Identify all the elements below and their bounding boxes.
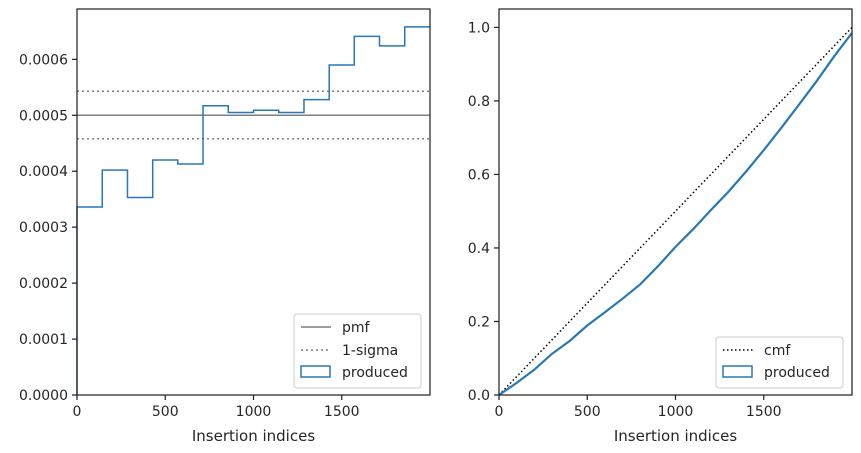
legend-label-pmf: pmf	[342, 320, 371, 336]
cmf-x-tick-label: 0	[495, 404, 504, 420]
pmf-x-tick-label: 1500	[324, 404, 360, 420]
pmf-legend-box	[293, 313, 422, 389]
cmf-x-ticks: 0 500 1000 1500	[495, 395, 782, 420]
legend-label-produced-right: produced	[764, 365, 830, 381]
pmf-y-tick-label: 0.0002	[19, 276, 68, 292]
pmf-legend: pmf 1-sigma produced	[293, 313, 422, 389]
produced-cumulative-series	[498, 32, 853, 396]
pmf-panel: 0 500 1000 1500 0.00000.00010.00020.00030.0…	[19, 8, 431, 445]
cmf-panel: 0 500 1000 1500 0.0 0.2 0.4 0.6 0.8 1.0 Insertio…	[468, 8, 853, 445]
cmf-y-tick-label: 0.0	[468, 388, 490, 404]
cmf-line	[498, 26, 853, 396]
cmf-legend: cmf produced	[715, 336, 844, 389]
pmf-y-tick-label: 0.0004	[19, 164, 68, 180]
legend-label-1-sigma: 1-sigma	[342, 343, 398, 359]
cmf-y-tick-label: 0.4	[468, 241, 490, 257]
pmf-x-ticks: 0 500 1000 1500	[73, 395, 360, 420]
pmf-x-axis-label: Insertion indices	[192, 427, 315, 445]
pmf-y-tick-label: 0.0006	[19, 52, 68, 68]
legend-swatch-produced-left	[300, 365, 331, 378]
legend-label-produced-left: produced	[342, 365, 408, 381]
cmf-plot-area	[498, 26, 853, 396]
pmf-y-tick-label: 0.0001	[19, 332, 68, 348]
cmf-y-tick-label: 0.6	[468, 167, 490, 183]
legend-swatch-produced-right	[722, 365, 753, 378]
cmf-y-tick-label: 1.0	[468, 20, 490, 36]
pmf-y-tick-label: 0.0003	[19, 220, 68, 236]
pmf-y-ticks: 0.0000 0.0001 0.0002 0.0003 0.0004 0.0005 0.00…	[19, 52, 77, 404]
pmf-plot-area	[76, 26, 430, 395]
cmf-y-ticks: 0.0 0.2 0.4 0.6 0.8 1.0	[468, 20, 499, 404]
legend-label-cmf: cmf	[764, 343, 791, 359]
cmf-y-tick-label: 0.2	[468, 314, 490, 330]
pmf-x-tick-label: 500	[152, 404, 179, 420]
cmf-x-tick-label: 500	[574, 404, 601, 420]
pmf-x-tick-label: 0	[73, 404, 82, 420]
pmf-x-tick-label: 1000	[236, 404, 272, 420]
cmf-x-tick-label: 1500	[746, 404, 782, 420]
cmf-y-tick-label: 0.8	[468, 94, 490, 110]
cmf-x-tick-label: 1000	[658, 404, 694, 420]
cmf-x-axis-label: Insertion indices	[614, 427, 737, 445]
pmf-y-tick-label: 0.0000	[19, 388, 68, 404]
pmf-y-tick-label: 0.0005	[19, 108, 68, 124]
produced-step-series	[76, 26, 430, 395]
